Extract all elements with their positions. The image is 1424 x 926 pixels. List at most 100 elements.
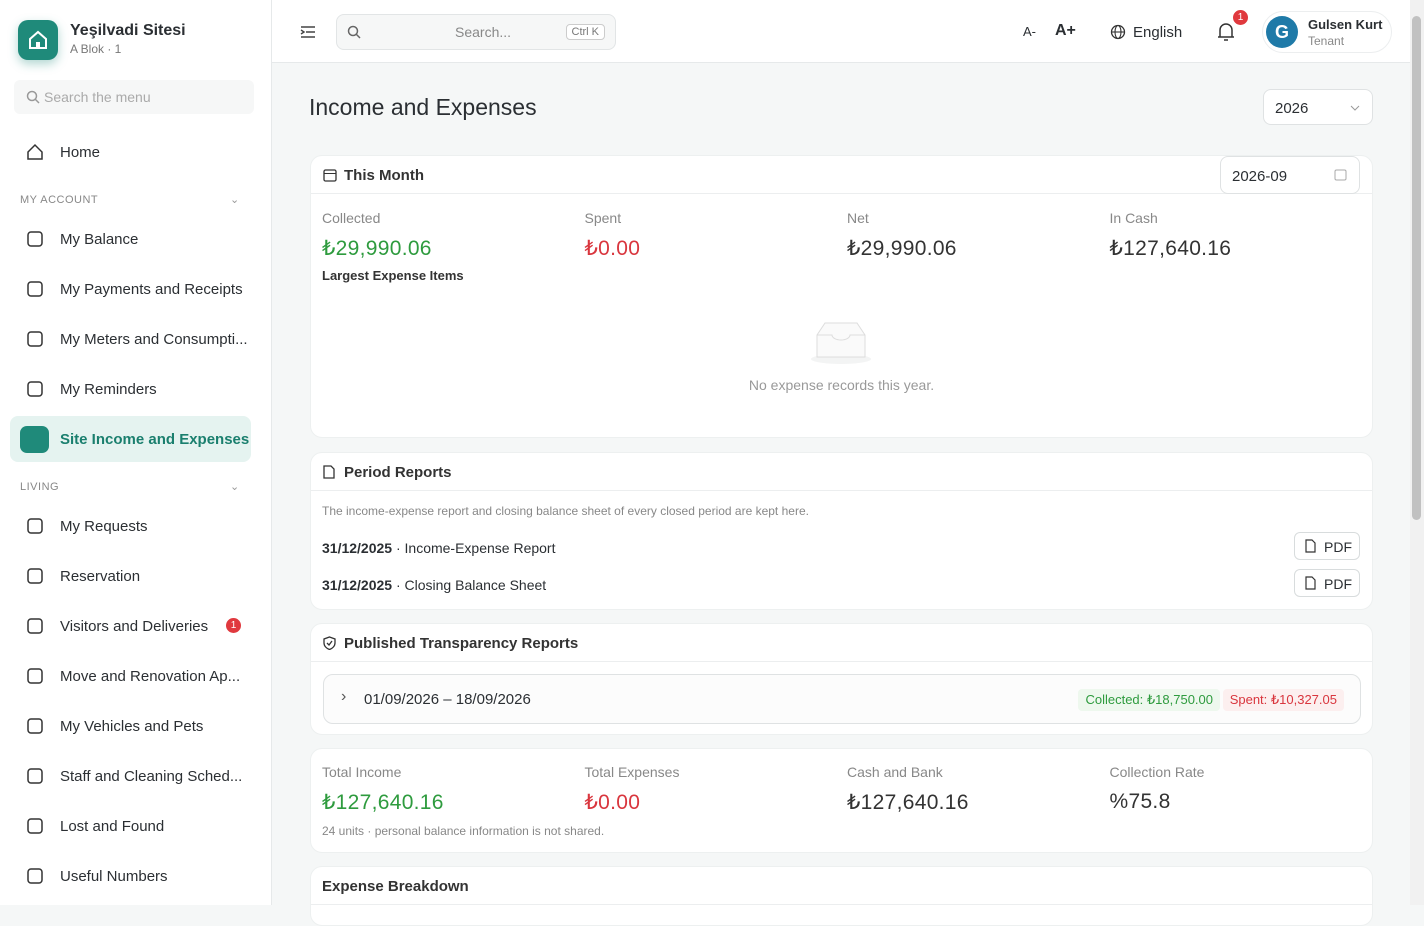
nav-label: Visitors and Deliveries xyxy=(60,618,209,635)
report-row: 31/12/2025 · Income-Expense Report xyxy=(322,540,556,556)
nav-label: My Requests xyxy=(60,518,148,535)
file-icon xyxy=(323,465,335,479)
month-picker[interactable]: 2026-09 xyxy=(1220,156,1360,194)
nav-item[interactable]: Home xyxy=(10,129,251,175)
stat-label: Total Expenses xyxy=(584,764,680,780)
nav-item[interactable]: My Vehicles and Pets xyxy=(10,703,251,749)
card-title: Period Reports xyxy=(344,464,452,481)
card-header: Published Transparency Reports xyxy=(311,624,1372,662)
year-select[interactable]: 2026 xyxy=(1263,89,1373,125)
top-bar: Search... Ctrl K A- A+ English 1 G Gulsen… xyxy=(272,0,1410,63)
stat-value: ₺0.00 xyxy=(584,237,641,260)
card-title: Expense Breakdown xyxy=(322,878,469,895)
report-name: · Closing Balance Sheet xyxy=(395,577,547,593)
nav-item[interactable]: My Balance xyxy=(10,216,251,262)
pdf-label: PDF xyxy=(1324,539,1352,555)
brand-name: Yeşilvadi Sitesi xyxy=(70,22,186,39)
nav-label: My Vehicles and Pets xyxy=(60,718,204,735)
month: 2026-09 xyxy=(1232,168,1288,185)
nav-icon xyxy=(27,818,43,834)
card-title: This Month xyxy=(344,167,424,184)
user-menu[interactable]: G Gulsen Kurt Tenant xyxy=(1262,11,1392,53)
pdf-button[interactable]: PDF xyxy=(1294,532,1360,560)
section-chevron[interactable]: ⌄ xyxy=(230,194,240,206)
user-name: Gulsen Kurt xyxy=(1308,17,1383,32)
nav-item[interactable]: My Meters and Consumpti... xyxy=(10,316,251,362)
nav-item[interactable]: Site Income and Expenses xyxy=(10,416,251,462)
shortcut: Ctrl K xyxy=(565,24,605,40)
nav-label: Staff and Cleaning Sched... xyxy=(60,768,243,785)
nav-icon xyxy=(27,231,43,247)
file-icon xyxy=(1305,539,1316,553)
nav-item[interactable]: Useful Numbers xyxy=(10,853,251,899)
card-header: This Month xyxy=(311,156,1372,194)
nav-item[interactable]: Lost and Found xyxy=(10,803,251,849)
stat-value: ₺127,640.16 xyxy=(847,791,969,814)
breakdown-card: Expense Breakdown xyxy=(310,866,1373,926)
description: The income-expense report and closing ba… xyxy=(322,504,809,518)
section-chevron[interactable]: ⌄ xyxy=(230,481,240,493)
nav-label: My Reminders xyxy=(60,381,157,398)
nav-icon xyxy=(27,518,43,534)
nav-badge: 1 xyxy=(226,618,241,633)
pdf-button[interactable]: PDF xyxy=(1294,569,1360,597)
summary-note: 24 units · personal balance information … xyxy=(322,824,605,838)
nav-item[interactable]: My Requests xyxy=(10,503,251,549)
card-title: Published Transparency Reports xyxy=(344,635,579,652)
nav-icon xyxy=(27,331,43,347)
stat-label: In Cash xyxy=(1109,210,1158,226)
calendar-icon xyxy=(1334,169,1347,181)
search-icon xyxy=(26,90,40,104)
year: 2026 xyxy=(1275,100,1309,117)
menu-toggle[interactable] xyxy=(300,24,316,40)
nav-icon xyxy=(27,143,43,160)
transparency-card: Published Transparency Reports › 01/09/20… xyxy=(310,623,1373,735)
scroll-thumb[interactable] xyxy=(1412,16,1421,520)
font-smaller[interactable]: A- xyxy=(1023,24,1036,39)
nav-item[interactable]: Visitors and Deliveries 1 xyxy=(10,603,251,649)
stat-value: ₺127,640.16 xyxy=(322,791,444,814)
nav-item[interactable]: Reservation xyxy=(10,553,251,599)
nav-item[interactable]: My Payments and Receipts xyxy=(10,266,251,312)
brand-logo[interactable] xyxy=(18,20,58,60)
period-reports-card: Period Reports The income-expense report… xyxy=(310,452,1373,610)
nav-icon xyxy=(27,768,43,784)
nav-icon xyxy=(20,426,49,453)
transparency-row[interactable]: › 01/09/2026 – 18/09/2026 Collected: ₺18,7… xyxy=(323,674,1361,724)
stat-label: Cash and Bank xyxy=(847,764,943,780)
search-placeholder: Search... xyxy=(455,24,512,40)
empty-text: No expense records this year. xyxy=(748,377,935,393)
nav-label: Home xyxy=(60,144,101,161)
nav-item[interactable]: My Reminders xyxy=(10,366,251,412)
nav-label: My Payments and Receipts xyxy=(60,281,243,298)
home-icon xyxy=(29,30,47,49)
stat-value: ₺0.00 xyxy=(584,791,641,814)
nav-icon xyxy=(27,618,43,634)
spent-pill: Spent: ₺10,327.05 xyxy=(1222,689,1344,711)
menu-search-placeholder: Search the menu xyxy=(44,89,151,105)
nav-label: My Meters and Consumpti... xyxy=(60,331,248,348)
stat-value: %75.8 xyxy=(1109,790,1171,813)
brand-sub: A Blok · 1 xyxy=(70,42,122,56)
this-month-card: This Month 2026-09 Collected ₺29,990.06 Sp… xyxy=(310,155,1373,438)
report-date: 31/12/2025 xyxy=(322,540,393,556)
font-larger[interactable]: A+ xyxy=(1055,22,1076,39)
global-search[interactable]: Search... Ctrl K xyxy=(336,14,616,50)
nav-item[interactable]: Move and Renovation Ap... xyxy=(10,653,251,699)
chevron xyxy=(1350,105,1360,111)
bell-icon[interactable] xyxy=(1217,22,1235,42)
nav-item[interactable]: Staff and Cleaning Sched... xyxy=(10,753,251,799)
nav-label: Useful Numbers xyxy=(60,868,168,885)
menu-search[interactable]: Search the menu xyxy=(14,80,254,114)
collected-pill: Collected: ₺18,750.00 xyxy=(1078,689,1220,711)
card-header: Expense Breakdown xyxy=(311,867,1372,905)
notification-badge: 1 xyxy=(1233,10,1248,25)
nav-icon xyxy=(27,668,43,684)
user-role: Tenant xyxy=(1308,34,1345,48)
nav-label: My Balance xyxy=(60,231,139,248)
shield-icon xyxy=(323,636,336,650)
globe-icon xyxy=(1110,24,1126,40)
stat-label: Collection Rate xyxy=(1109,764,1205,780)
stat-value: ₺127,640.16 xyxy=(1109,237,1232,260)
language[interactable]: English xyxy=(1133,24,1183,41)
